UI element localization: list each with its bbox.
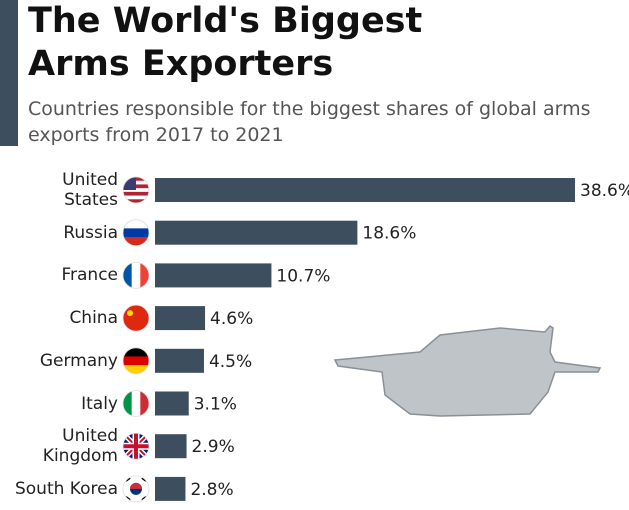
flag-border [122,432,150,460]
flag-body [123,475,149,502]
flag-trigram [125,477,147,501]
flag-icon [122,432,150,460]
flag-body [123,347,149,374]
bar [155,178,575,202]
flag-icon [122,261,150,289]
flag-body [123,433,149,460]
flag-icon [122,176,150,204]
flag-body [123,262,149,289]
flag-body [123,305,149,332]
flag-border [122,390,150,417]
flag-stripe [123,228,149,238]
bar [155,348,204,373]
flag-icon [122,390,150,417]
bar [155,476,186,501]
flag-border [122,176,150,204]
bar [155,306,206,331]
value-label: 4.6% [210,309,253,329]
flag-stripe [123,262,133,289]
category-label: China [69,308,118,329]
flag-icon [122,304,150,332]
flag-body [123,219,149,246]
flag-stripe [123,191,149,197]
category-label: Germany [39,350,118,371]
category-label: Russia [63,222,118,243]
flag-stripe [123,305,149,332]
flag-stripe [123,390,133,417]
flag-taeguk [130,482,142,489]
flag-stripe [123,199,149,203]
flag-border [122,261,150,289]
category-label: Italy [81,393,118,414]
flag-stripe [131,262,141,289]
value-label: 38.6% [580,181,629,201]
value-label: 10.7% [276,266,330,286]
bar [155,391,189,416]
flag-stripe [123,195,149,200]
flag-cross [123,433,149,460]
value-label: 4.5% [209,352,252,372]
flag-star [127,310,133,317]
flag-border [122,304,150,332]
value-label: 3.1% [194,395,237,415]
value-label: 18.6% [362,224,416,244]
flag-icon [122,219,150,247]
category-label: South Korea [14,478,118,499]
chart-title: The World's Biggest Arms Exporters [28,1,423,84]
flag-icon [122,347,150,375]
flag-stripe [140,262,149,289]
flag-stripe [123,188,149,193]
bar [155,434,187,459]
category-label: United States [62,170,118,210]
flag-border [122,475,150,503]
category-label: United Kingdom [42,426,118,467]
flag-stripe [123,365,149,374]
chart-subtitle: Countries responsible for the biggest sh… [28,98,591,146]
tank-illustration [333,325,602,417]
flag-icon [122,475,150,503]
flag-border [122,347,150,375]
value-label: 2.8% [190,480,233,500]
flag-stripe [123,237,149,246]
flag-stripe [140,390,149,417]
bar [155,263,272,288]
flag-body [123,390,149,417]
accent-bar [0,0,18,146]
category-label: France [61,265,118,286]
flag-stripe [131,390,141,417]
flag-border [122,219,150,247]
value-label: 2.9% [192,437,235,457]
flag-stripe [123,219,149,229]
flag-stripe [123,356,149,366]
flag-stripe [123,347,149,357]
bar [155,220,358,245]
